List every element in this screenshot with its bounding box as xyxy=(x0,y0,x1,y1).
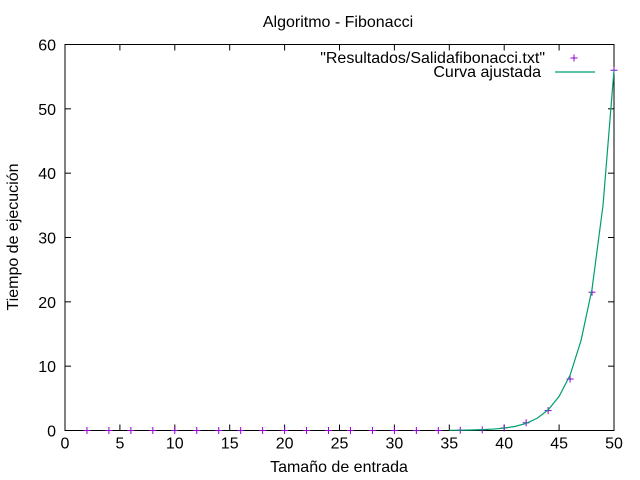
data-point xyxy=(259,427,267,434)
data-point xyxy=(390,427,398,434)
y-axis-ticks: 0 10 20 30 40 50 60 xyxy=(38,38,614,441)
y-tick-label: 10 xyxy=(38,359,56,376)
x-axis-label: Tamaño de entrada xyxy=(270,459,408,476)
x-tick-label: 35 xyxy=(440,436,458,453)
data-point xyxy=(281,427,289,434)
fit-curve xyxy=(449,70,615,431)
y-tick-label: 20 xyxy=(38,295,56,312)
data-point xyxy=(215,427,223,434)
x-tick-label: 25 xyxy=(331,436,349,453)
x-tick-label: 10 xyxy=(166,436,184,453)
data-point xyxy=(83,427,91,434)
data-point xyxy=(303,427,311,434)
series-layer xyxy=(83,66,618,434)
y-tick-label: 40 xyxy=(38,166,56,183)
data-point xyxy=(237,427,245,434)
chart-title: Algoritmo - Fibonacci xyxy=(263,14,413,31)
y-tick-label: 60 xyxy=(38,38,56,55)
data-point xyxy=(434,426,442,434)
legend-label-resultados: "Resultados/Salidafibonacci.txt" xyxy=(320,50,545,67)
x-tick-label: 40 xyxy=(495,436,513,453)
legend: "Resultados/Salidafibonacci.txt" Curva a… xyxy=(320,50,595,81)
data-point xyxy=(325,427,333,434)
y-tick-label: 30 xyxy=(38,231,56,248)
x-tick-label: 50 xyxy=(605,436,623,453)
x-axis-ticks: 0 5 10 15 20 25 30 35 40 45 50 xyxy=(61,44,623,453)
data-point xyxy=(127,427,135,434)
data-point xyxy=(149,427,157,434)
y-tick-label: 0 xyxy=(47,424,56,441)
y-axis-label: Tiempo de ejecución xyxy=(5,163,22,310)
plot-frame xyxy=(64,44,615,431)
data-point xyxy=(105,427,113,434)
x-tick-label: 15 xyxy=(221,436,239,453)
data-point xyxy=(171,427,179,434)
x-tick-label: 20 xyxy=(276,436,294,453)
data-point xyxy=(193,427,201,434)
legend-marker-resultados xyxy=(570,54,578,62)
data-point xyxy=(412,427,420,434)
data-point xyxy=(368,427,376,434)
x-tick-label: 0 xyxy=(61,436,70,453)
data-point xyxy=(346,427,354,434)
x-tick-label: 45 xyxy=(550,436,568,453)
x-tick-label: 30 xyxy=(386,436,404,453)
x-tick-label: 5 xyxy=(115,436,124,453)
y-tick-label: 50 xyxy=(38,102,56,119)
legend-label-curva: Curva ajustada xyxy=(433,64,541,81)
